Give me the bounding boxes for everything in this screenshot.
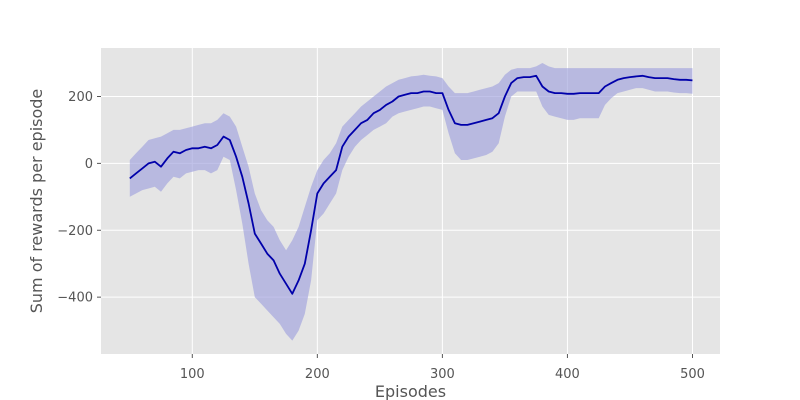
y-axis-ticks: −400 −200 0 200 (57, 90, 101, 306)
y-tick-label: −200 (57, 224, 93, 239)
x-axis-title: Episodes (375, 382, 446, 400)
x-axis-ticks: 100 200 300 400 500 (180, 354, 705, 382)
y-tick-label: 0 (85, 157, 93, 172)
x-tick-label: 100 (180, 367, 205, 382)
x-tick-label: 500 (680, 367, 705, 382)
x-tick-label: 200 (305, 367, 330, 382)
mean-reward-line (129, 74, 693, 295)
y-axis-title: Sum of rewards per episode (27, 89, 46, 314)
y-tick-label: −400 (57, 291, 93, 306)
confidence-band (129, 63, 693, 341)
x-tick-label: 300 (430, 367, 455, 382)
x-tick-label: 400 (555, 367, 580, 382)
y-tick-label: 200 (68, 90, 93, 105)
